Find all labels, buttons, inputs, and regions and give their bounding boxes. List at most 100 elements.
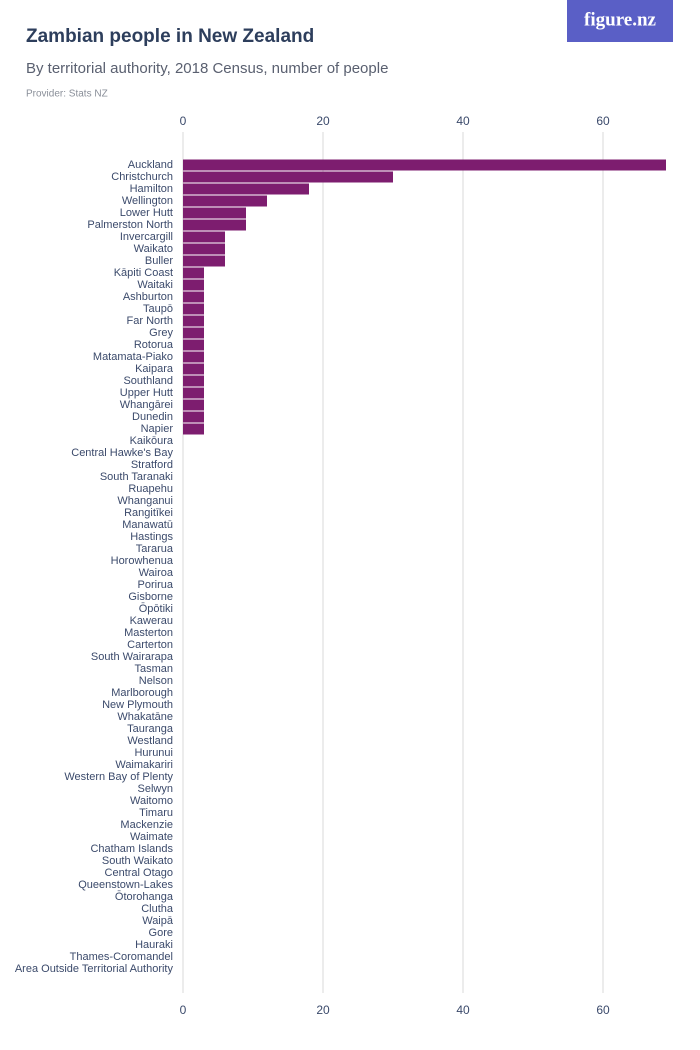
x-tick-label: 60 (596, 114, 610, 128)
bar (183, 219, 246, 231)
chart-title: Zambian people in New Zealand (26, 26, 314, 47)
y-tick-label: Queenstown-Lakes (78, 879, 173, 891)
y-tick-label: Rangitīkei (124, 507, 173, 519)
bar (183, 183, 309, 195)
y-tick-label: Central Otago (105, 867, 173, 879)
x-tick-label: 40 (456, 114, 470, 128)
x-tick-label: 20 (316, 1003, 330, 1017)
bar (183, 231, 225, 243)
y-tick-label: Timaru (139, 807, 173, 819)
y-tick-label: Matamata-Piako (93, 351, 173, 363)
y-tick-label: Marlborough (111, 687, 173, 699)
y-tick-label: Upper Hutt (120, 387, 173, 399)
y-tick-label: Ōpōtiki (139, 603, 173, 615)
y-tick-label: Dunedin (132, 411, 173, 423)
y-tick-label: Christchurch (111, 171, 173, 183)
y-tick-label: Western Bay of Plenty (64, 771, 173, 783)
y-tick-label: Buller (145, 255, 173, 267)
y-tick-label: Area Outside Territorial Authority (15, 963, 174, 975)
y-tick-label: Ōtorohanga (115, 891, 174, 903)
y-tick-label: South Wairarapa (91, 651, 174, 663)
bar (183, 315, 204, 327)
y-tick-label: Tararua (136, 543, 174, 555)
bar (183, 327, 204, 339)
x-tick-label: 40 (456, 1003, 470, 1017)
bar (183, 399, 204, 411)
y-tick-label: Thames-Coromandel (70, 951, 173, 963)
y-tick-label: Grey (149, 327, 173, 339)
y-tick-label: Tasman (134, 663, 173, 675)
bar (183, 279, 204, 291)
y-tick-label: Waipā (142, 915, 174, 927)
y-tick-label: Tauranga (127, 723, 174, 735)
logo-box (567, 0, 673, 42)
y-tick-label: Stratford (131, 459, 173, 471)
y-tick-label: Ruapehu (128, 483, 173, 495)
y-tick-label: Westland (127, 735, 173, 747)
bar (183, 363, 204, 375)
y-tick-label: South Taranaki (100, 471, 173, 483)
y-tick-label: Manawatū (122, 519, 173, 531)
y-tick-label: Carterton (127, 639, 173, 651)
y-tick-label: Waikato (134, 243, 173, 255)
x-tick-label: 60 (596, 1003, 610, 1017)
y-tick-label: Gore (149, 927, 173, 939)
y-tick-label: Clutha (141, 903, 174, 915)
y-tick-label: Hurunui (134, 747, 173, 759)
y-tick-label: Porirua (138, 579, 174, 591)
chart-subtitle: By territorial authority, 2018 Census, n… (26, 60, 388, 77)
y-tick-label: Invercargill (120, 231, 173, 243)
y-tick-label: Waimate (130, 831, 173, 843)
provider: Provider: Stats NZ (26, 89, 108, 100)
y-tick-label: Kāpiti Coast (114, 267, 173, 279)
y-tick-label: Auckland (128, 159, 173, 171)
y-tick-label: Horowhenua (111, 555, 174, 567)
bar (183, 255, 225, 267)
y-tick-label: Southland (123, 375, 173, 387)
bar (183, 411, 204, 423)
y-tick-label: New Plymouth (102, 699, 173, 711)
y-tick-label: Wairoa (139, 567, 174, 579)
bar (183, 339, 204, 351)
bar (183, 171, 393, 183)
y-tick-label: Whangārei (120, 399, 173, 411)
x-tick-label: 0 (180, 114, 187, 128)
y-tick-label: Waitomo (130, 795, 173, 807)
y-tick-label: Wellington (122, 195, 173, 207)
y-tick-label: South Waikato (102, 855, 173, 867)
bar (183, 267, 204, 279)
y-tick-label: Rotorua (134, 339, 174, 351)
bar (183, 195, 267, 207)
y-tick-label: Ashburton (123, 291, 173, 303)
bar (183, 423, 204, 435)
y-tick-label: Whakatāne (117, 711, 173, 723)
y-tick-label: Hamilton (130, 183, 173, 195)
bar (183, 159, 666, 171)
y-tick-label: Whanganui (117, 495, 173, 507)
logo: figure.nz (584, 9, 657, 30)
y-tick-label: Chatham Islands (90, 843, 173, 855)
y-tick-label: Central Hawke's Bay (71, 447, 173, 459)
y-tick-label: Far North (127, 315, 173, 327)
bar (183, 291, 204, 303)
y-tick-label: Masterton (124, 627, 173, 639)
x-tick-label: 0 (180, 1003, 187, 1017)
y-tick-label: Waimakariri (115, 759, 173, 771)
y-tick-label: Palmerston North (87, 219, 173, 231)
y-tick-label: Nelson (139, 675, 173, 687)
bar (183, 303, 204, 315)
bar (183, 387, 204, 399)
x-tick-label: 20 (316, 114, 330, 128)
bar (183, 207, 246, 219)
bar (183, 351, 204, 363)
y-tick-label: Gisborne (128, 591, 173, 603)
bar (183, 375, 204, 387)
y-tick-label: Lower Hutt (120, 207, 173, 219)
y-tick-label: Mackenzie (120, 819, 173, 831)
bar (183, 243, 225, 255)
y-tick-label: Hauraki (135, 939, 173, 951)
y-tick-label: Waitaki (137, 279, 173, 291)
y-tick-label: Hastings (130, 531, 173, 543)
y-tick-label: Selwyn (138, 783, 173, 795)
